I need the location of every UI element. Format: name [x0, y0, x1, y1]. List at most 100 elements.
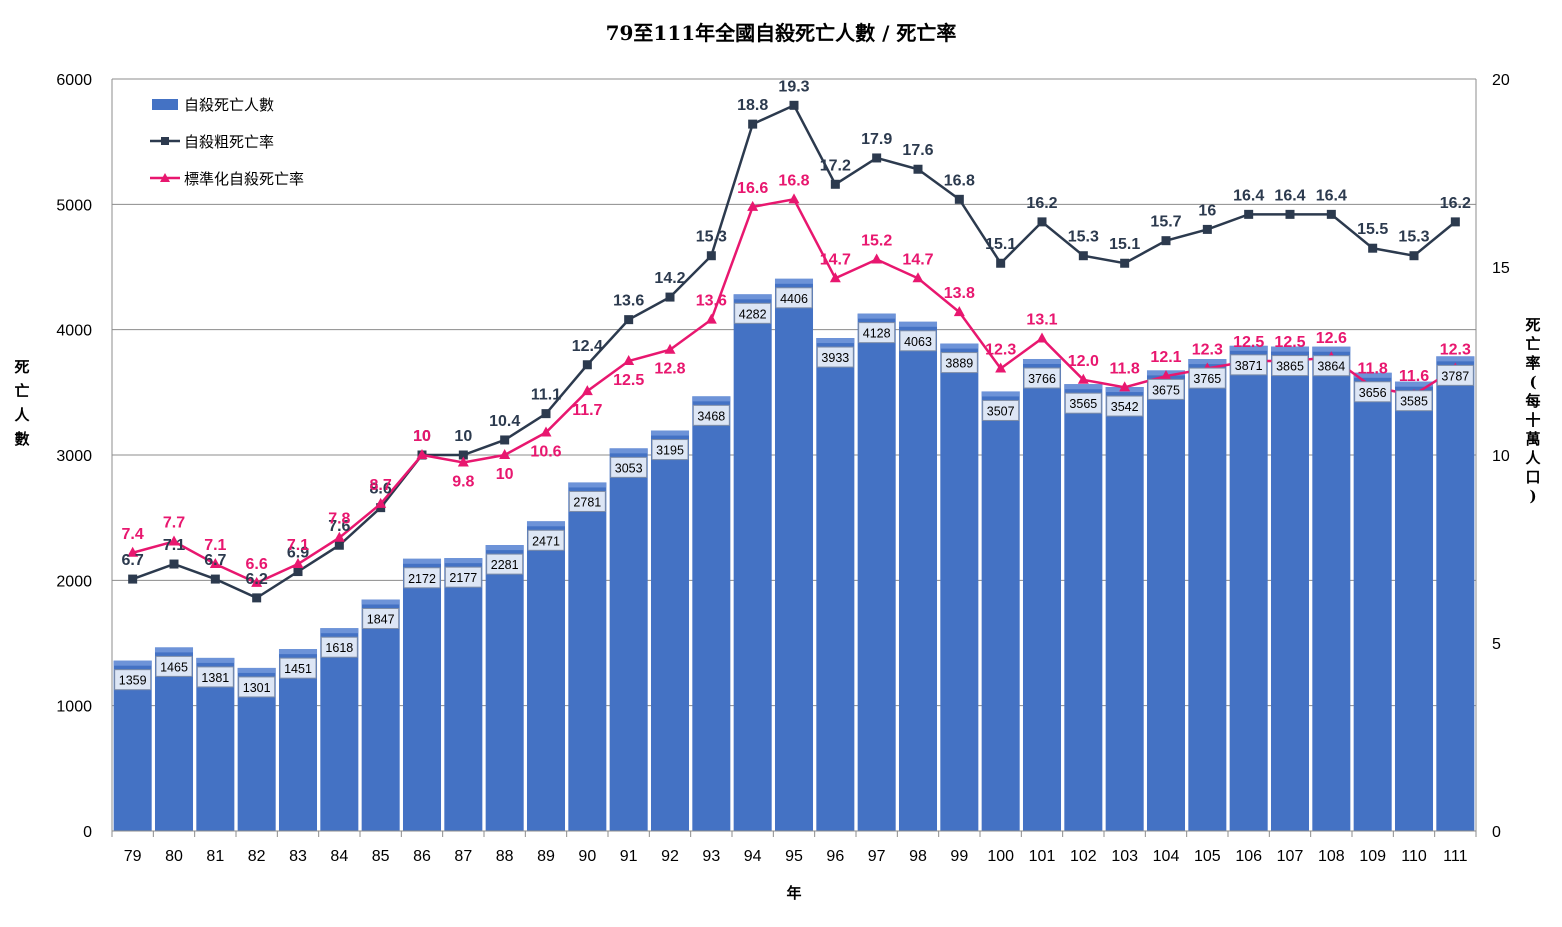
line-value-label: 10	[496, 466, 514, 483]
line-value-label: 12.5	[613, 372, 644, 389]
bar-label-box	[775, 287, 813, 309]
bar-label-box	[1436, 364, 1474, 386]
bar	[898, 321, 938, 831]
line-value-label: 12.0	[1068, 353, 1099, 370]
line-marker	[1037, 217, 1047, 227]
line-value-label: 10	[454, 428, 472, 445]
bar-value-label: 2281	[491, 558, 519, 572]
bar	[1270, 346, 1310, 831]
bar-top-highlight	[237, 667, 276, 673]
x-tick-label: 79	[124, 848, 142, 865]
bar	[981, 391, 1020, 831]
bar-label-box	[858, 322, 896, 344]
line-marker	[624, 315, 634, 325]
line-marker	[1202, 224, 1212, 234]
bar-label-box	[1312, 355, 1350, 377]
line-marker	[168, 535, 180, 546]
line-value-label: 16.4	[1233, 187, 1264, 204]
bar-label-box	[279, 657, 317, 679]
bar-value-label: 3468	[697, 409, 725, 423]
x-tick-label: 80	[165, 848, 183, 865]
line-marker	[541, 409, 551, 419]
line-value-label: 7.1	[287, 537, 309, 554]
line-value-label: 16.8	[944, 172, 975, 189]
axis-label-char: )	[1529, 487, 1536, 505]
bar-top-highlight	[1353, 372, 1392, 378]
line-marker	[209, 558, 221, 569]
bar-value-label: 1465	[160, 660, 188, 674]
line-value-label: 7.8	[328, 511, 350, 528]
line-value-label: 12.3	[985, 342, 1016, 359]
bar-value-label: 3585	[1400, 395, 1428, 409]
line-marker	[789, 100, 799, 110]
axis-label-char: 每	[1525, 392, 1540, 410]
legend: 自殺死亡人數 自殺粗死亡率 標準化自殺死亡率	[150, 96, 304, 188]
bar	[361, 599, 400, 831]
bar-label-box	[1106, 395, 1144, 417]
bar-value-label: 3765	[1193, 372, 1221, 386]
bar-label-box	[1023, 367, 1061, 389]
line-marker	[457, 456, 469, 467]
bar	[1146, 370, 1186, 831]
bar	[1229, 345, 1268, 831]
line-marker	[128, 574, 138, 584]
line-value-label: 19.3	[778, 78, 809, 95]
legend-marker-std	[160, 173, 170, 182]
x-tick-label: 96	[826, 848, 844, 865]
axis-label-char: 數	[14, 430, 29, 448]
x-axis-label: 年	[786, 884, 801, 902]
bar-value-label: 4063	[904, 335, 932, 349]
axis-label-char: 亡	[14, 382, 29, 400]
line-marker	[581, 385, 593, 396]
y-tick-label: 6000	[56, 72, 92, 89]
x-tick-label: 87	[454, 848, 472, 865]
bar-value-label: 3864	[1317, 360, 1345, 374]
line-value-label: 14.7	[902, 251, 933, 268]
bar-top-highlight	[816, 338, 855, 344]
x-tick-label: 110	[1401, 848, 1427, 865]
bar-value-label: 1301	[243, 681, 271, 695]
line-value-label: 13.6	[613, 293, 644, 310]
x-tick-label: 83	[289, 848, 307, 865]
bar-label-box	[1147, 378, 1185, 400]
line-marker	[623, 355, 635, 365]
bar-top-highlight	[113, 660, 152, 666]
axis-label-char: 萬	[1525, 430, 1540, 448]
bar	[485, 545, 524, 831]
line-marker	[705, 313, 717, 324]
line-value-label: 16	[1198, 202, 1216, 219]
svg-text:死亡人數: 死亡人數	[14, 358, 30, 448]
line-value-label: 17.6	[902, 142, 933, 159]
y2-tick-label: 20	[1492, 72, 1510, 89]
x-tick-label: 99	[950, 848, 968, 865]
x-tick-label: 86	[413, 848, 431, 865]
bar-value-label: 1618	[325, 641, 353, 655]
bar-label-box	[568, 490, 606, 512]
line-value-label: 10	[413, 428, 431, 445]
bar-label-box	[610, 456, 648, 478]
bar-top-highlight	[1022, 358, 1062, 364]
bar-top-highlight	[857, 313, 896, 319]
bar-value-label: 3675	[1152, 383, 1180, 397]
bar-label-box	[692, 404, 730, 426]
bar-label-box	[362, 608, 400, 630]
legend-label-std: 標準化自殺死亡率	[184, 170, 304, 188]
line-value-label: 14.2	[654, 270, 685, 287]
bar-top-highlight	[444, 558, 483, 564]
line-marker	[1161, 236, 1171, 246]
bar-value-label: 3053	[615, 461, 643, 475]
bar-top-highlight	[1436, 356, 1475, 362]
x-tick-label: 107	[1277, 848, 1304, 865]
line-marker	[1160, 370, 1172, 381]
bar-top-highlight	[1270, 346, 1310, 352]
line-marker	[830, 179, 840, 189]
data-labels: 1359 1465 1381 1301 1451 1618 1847 2172 2177 2281…	[114, 78, 1474, 698]
line-value-label: 16.4	[1316, 187, 1347, 204]
line-value-label: 11.8	[1110, 360, 1140, 377]
line-value-label: 12.8	[654, 361, 685, 378]
bar	[609, 448, 648, 831]
line-marker	[1244, 209, 1254, 219]
x-tick-label: 98	[909, 848, 927, 865]
x-tick-label: 88	[496, 848, 514, 865]
svg-text:死亡率(每十萬人口): 死亡率(每十萬人口)	[1525, 316, 1541, 505]
